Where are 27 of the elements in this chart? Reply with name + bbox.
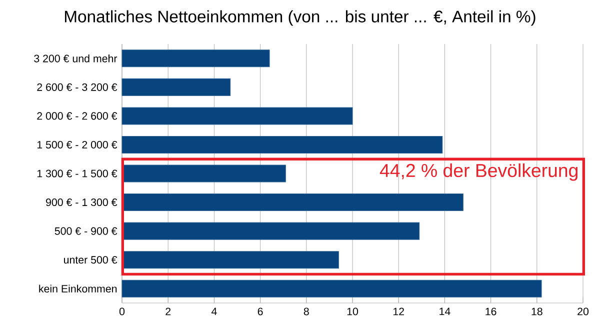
bar: [122, 280, 542, 298]
x-tick-label: 10: [347, 308, 358, 316]
y-tick-label: 2 000 € - 2 600 €: [37, 112, 118, 120]
x-tick-label: 20: [578, 308, 589, 316]
chart-title: Monatliches Nettoeinkommen (von ... bis unter ... €, Anteil in %): [64, 10, 536, 26]
x-tick-label: 2: [166, 308, 171, 316]
x-tick-label: 4: [211, 308, 217, 316]
annotation: 44,2 % der Bevölkerung: [380, 163, 578, 181]
x-tick-label: 12: [393, 308, 404, 316]
y-tick-label: kein Einkommen: [39, 284, 117, 293]
y-tick-label: 1 300 € - 1 500 €: [37, 170, 118, 178]
bar: [122, 78, 231, 96]
bar: [122, 107, 353, 125]
x-tick-label: 0: [119, 308, 125, 316]
y-tick-label: 900 € - 1 300 €: [46, 198, 118, 206]
y-tick-label: 2 600 € - 3 200 €: [37, 83, 118, 91]
bar: [122, 50, 270, 68]
x-tick-label: 14: [440, 308, 450, 316]
x-tick-label: 6: [258, 308, 263, 316]
y-tick-label: 3 200 € und mehr: [34, 54, 118, 62]
bar: [122, 136, 443, 154]
y-tick-label: 500 € - 900 €: [54, 227, 118, 235]
y-tick-label: unter 500 €: [64, 256, 118, 264]
x-tick-label: 16: [486, 308, 496, 316]
x-tick-label: 8: [304, 308, 309, 316]
y-tick-label: 1 500 € - 2 000 €: [37, 140, 118, 149]
x-tick-label: 18: [532, 308, 542, 316]
